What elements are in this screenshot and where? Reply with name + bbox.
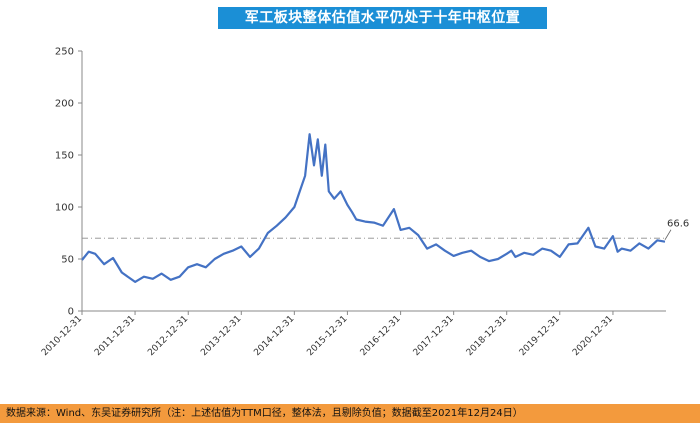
x-tick-label: 2014-12-31 [252, 314, 296, 358]
x-tick-label: 2019-12-31 [518, 314, 562, 358]
y-tick-label: 0 [68, 307, 74, 318]
x-tick-label: 2013-12-31 [199, 314, 243, 358]
chart-title: 军工板块整体估值水平仍处于十年中枢位置 [218, 7, 547, 29]
series-line [81, 133, 666, 283]
x-tick-label: 2015-12-31 [305, 314, 349, 358]
x-tick-label: 2012-12-31 [146, 314, 190, 358]
y-tick-label: 100 [55, 203, 74, 214]
x-tick-label: 2011-12-31 [93, 314, 137, 358]
y-tick-label: 250 [55, 47, 74, 58]
x-tick-label: 2010-12-31 [40, 314, 84, 358]
x-tick-label: 2020-12-31 [571, 314, 615, 358]
line-chart: 0 50 100 150 200 250 2010-12-31 2011-12-31 2012-… [40, 47, 689, 359]
y-tick-label: 200 [55, 99, 74, 110]
source-note: 数据来源：Wind、东吴证券研究所（注：上述估值为TTM口径，整体法，且剔除负值… [0, 404, 700, 423]
x-tick-label: 2018-12-31 [465, 314, 509, 358]
y-tick-label: 50 [61, 255, 74, 266]
x-tick-label: 2016-12-31 [359, 314, 403, 358]
x-tick-label: 2017-12-31 [412, 314, 456, 358]
y-tick-label: 150 [55, 151, 74, 162]
annotation-leader [664, 229, 672, 240]
annotation-label: 66.6 [667, 219, 689, 230]
